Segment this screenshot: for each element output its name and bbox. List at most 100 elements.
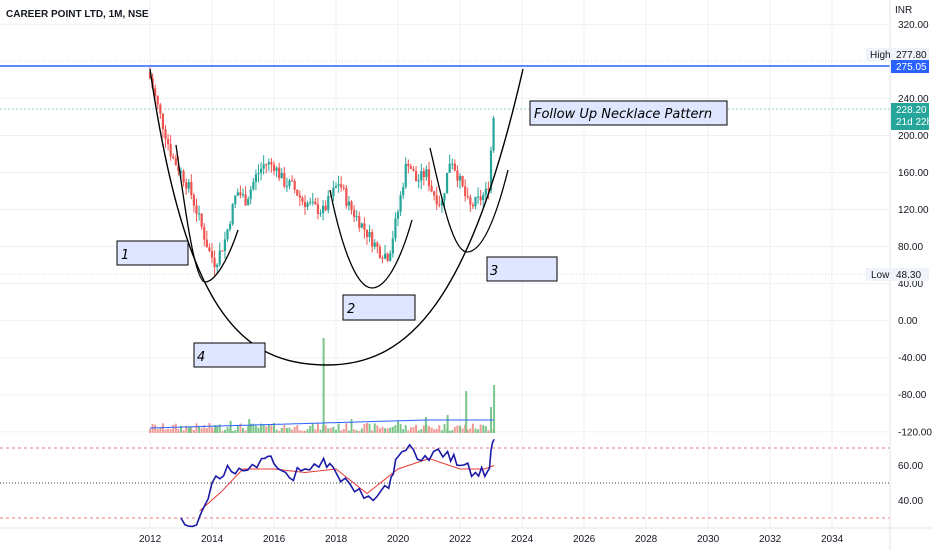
volume-bar [304, 430, 306, 433]
candle-body [427, 169, 431, 187]
volume-bar [278, 430, 281, 433]
small-cup-2-curve[interactable] [329, 189, 413, 289]
candle-body [316, 204, 320, 214]
candle-body [190, 182, 193, 196]
volume-bar [309, 425, 312, 433]
candle-body [148, 72, 152, 79]
candle-body [228, 224, 232, 230]
candle-body [254, 174, 258, 182]
price-tick-label: 160.00 [898, 168, 929, 179]
time-tick-label: 2032 [759, 534, 782, 545]
volume-bar [459, 425, 461, 433]
candle-body [182, 171, 185, 183]
candle-body [355, 216, 358, 218]
volume-bar [270, 425, 273, 433]
volume-spike-bar [229, 421, 232, 433]
volume-bar [242, 428, 244, 433]
price-tick-label: 200.00 [898, 131, 929, 142]
candle-body [197, 213, 201, 215]
candle-body [187, 182, 190, 189]
candle-body [216, 264, 219, 268]
candle-body [433, 191, 436, 196]
volume-bar [195, 423, 198, 433]
volume-bar [355, 430, 358, 433]
volume-bar [180, 425, 182, 433]
time-tick-label: 2020 [387, 534, 410, 545]
volume-bar [428, 426, 430, 433]
candle-body [221, 250, 224, 252]
volume-bar [420, 429, 423, 433]
candle-body [272, 164, 276, 171]
volume-bar [430, 427, 433, 433]
volume-bar [192, 429, 195, 433]
big-cup-curve[interactable] [149, 68, 524, 366]
label-box-3[interactable]: 3 [486, 256, 558, 282]
price-tick-label: -120.00 [898, 427, 932, 438]
volume-bar [487, 430, 490, 433]
price-tick-label: 320.00 [898, 20, 929, 31]
volume-bar [456, 425, 459, 433]
label-box-2[interactable]: 2 [342, 294, 416, 321]
candle-body [285, 186, 289, 188]
volume-bar [182, 430, 185, 433]
volume-bar [200, 428, 203, 433]
candle-body [334, 185, 338, 188]
volume-bar [275, 429, 278, 433]
volume-bar [198, 425, 201, 433]
small-cup-3-curve[interactable] [429, 147, 509, 253]
candle-body [352, 210, 356, 217]
pattern-title-box[interactable]: Follow Up Necklace Pattern [529, 100, 728, 126]
volume-bar [244, 430, 247, 433]
volume-bar [422, 425, 425, 433]
volume-bar [267, 424, 270, 433]
volume-bar [177, 429, 180, 433]
volume-bar [316, 423, 319, 433]
time-tick-label: 2028 [635, 534, 658, 545]
volume-bar [448, 430, 451, 433]
candle-body [319, 213, 322, 215]
price-tick-label: 40.00 [898, 279, 923, 290]
label-box-4[interactable]: 4 [193, 342, 266, 368]
volume-bar [231, 430, 234, 433]
candle-body [213, 257, 216, 268]
volume-bar [358, 430, 361, 433]
candle-body [469, 197, 472, 205]
volume-spike-bar [446, 415, 449, 433]
rsi-axis[interactable]: 60.00 40.00 [898, 461, 923, 507]
volume-bar [319, 429, 322, 433]
candle-body [482, 194, 485, 201]
candle-body [324, 205, 327, 211]
volume-bar [260, 423, 263, 433]
volume-bar [417, 430, 420, 433]
label-box-1[interactable]: 1 [116, 240, 189, 266]
candle-body [327, 196, 330, 211]
volume-bar [438, 425, 441, 433]
volume-bar [218, 424, 221, 433]
candle-body [288, 180, 291, 187]
volume-bar [239, 423, 242, 433]
volume-bar [353, 429, 356, 433]
volume-bar [360, 428, 363, 433]
candle-body [420, 171, 423, 181]
price-tick-label: 80.00 [898, 242, 923, 253]
volume-bar [296, 425, 299, 433]
pattern-title-text: Follow Up Necklace Pattern [534, 107, 712, 122]
time-axis[interactable]: 2012 2014 2016 2018 2020 2022 2024 2026 2028 2030… [139, 534, 844, 545]
low-tag-label: Low [871, 270, 890, 281]
candle-body [350, 201, 353, 211]
candles [148, 67, 495, 276]
candle-body [321, 205, 325, 214]
volume-bar [482, 424, 485, 433]
volume-bar [399, 424, 402, 433]
volume-spike-bar [273, 423, 275, 433]
price-axis[interactable]: 320.00 240.00 200.00 160.00 120.00 80.00 40.00… [898, 20, 932, 438]
candle-body [309, 202, 312, 204]
volume-bar [254, 425, 257, 433]
volume-bar [154, 424, 157, 433]
small-cup-1-curve[interactable] [175, 144, 239, 283]
candle-body [386, 253, 389, 261]
candle-body [234, 195, 237, 205]
time-tick-label: 2014 [201, 534, 224, 545]
